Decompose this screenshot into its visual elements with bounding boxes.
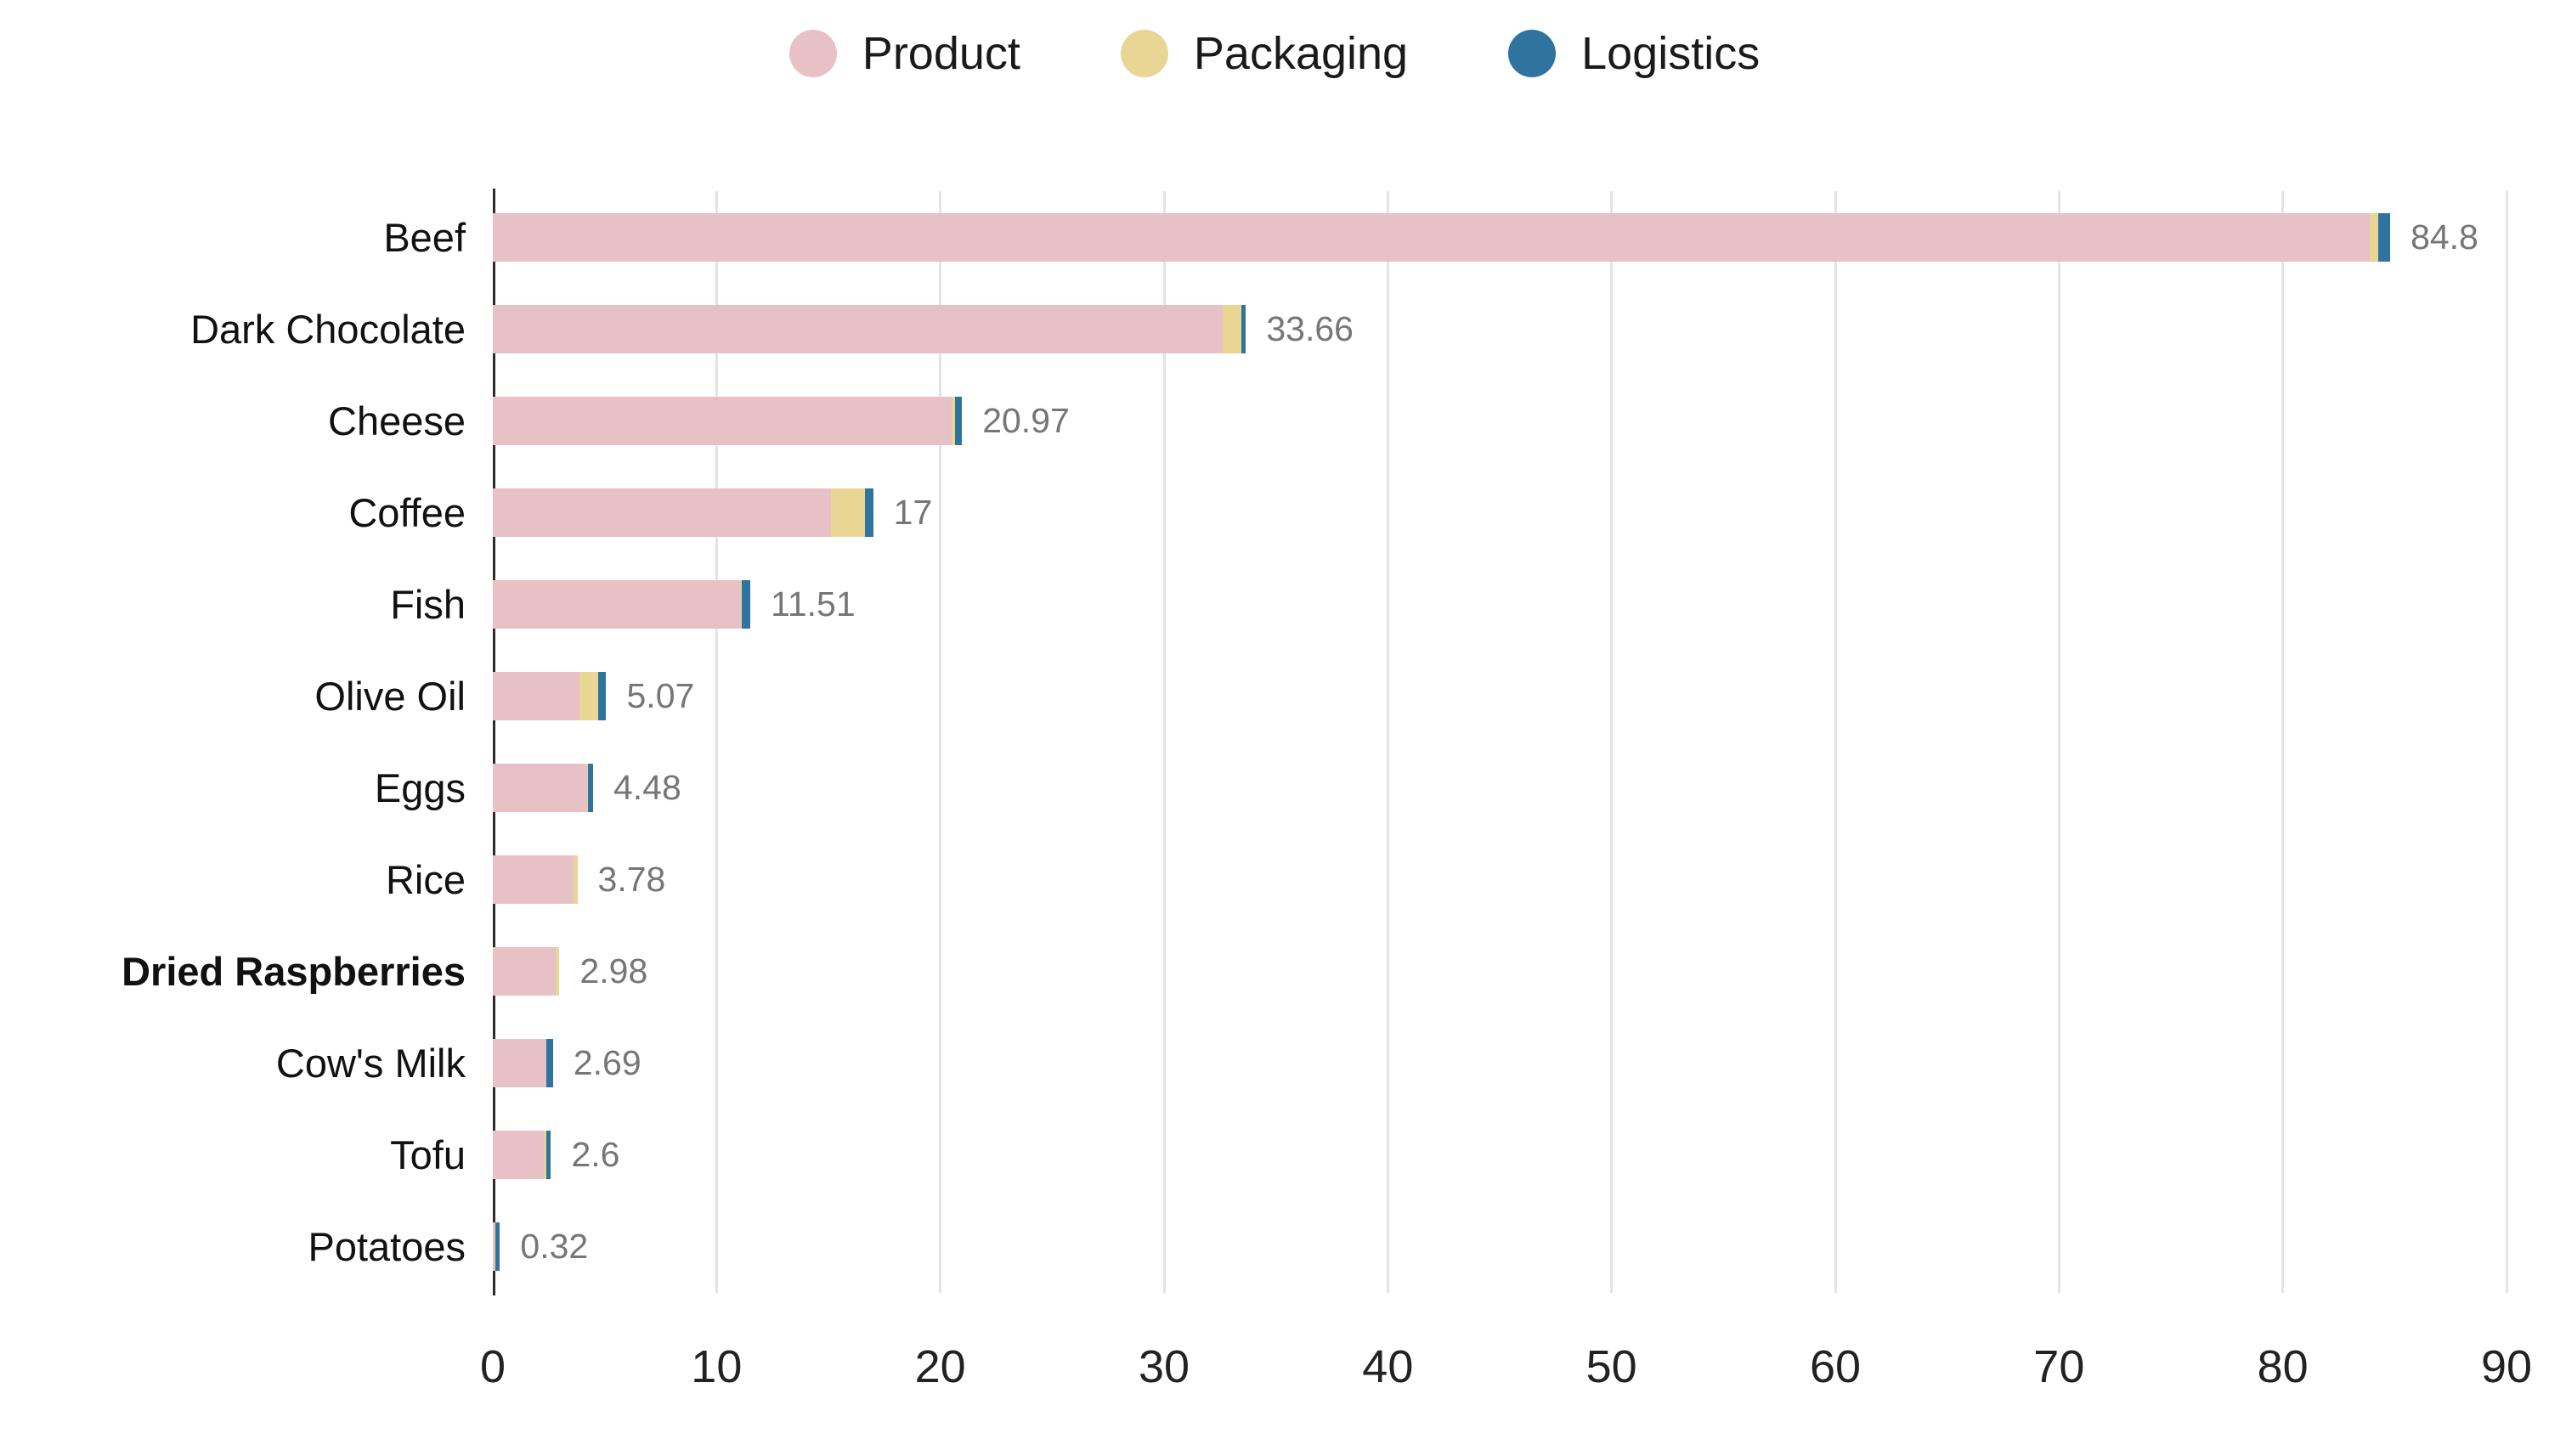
- bar-segment-product-olive-oil: [493, 671, 580, 720]
- value-label-eggs: 4.48: [613, 768, 681, 808]
- gridline-20: [939, 191, 942, 1293]
- gridline-30: [1162, 191, 1166, 1293]
- bar-segment-packaging-olive-oil: [579, 671, 599, 720]
- bar-segment-product-fish: [493, 579, 742, 629]
- bar-segment-packaging-rice: [574, 855, 578, 905]
- bar-segment-packaging-dried-raspberries: [556, 947, 560, 996]
- x-tick-10: 10: [691, 1341, 743, 1392]
- bar-segment-packaging-dark-chocolate: [1222, 304, 1242, 353]
- value-label-potatoes: 0.32: [520, 1227, 589, 1267]
- value-label-fish: 11.51: [771, 584, 856, 624]
- category-label-fish: Fish: [390, 581, 466, 627]
- value-label-beef: 84.8: [2411, 217, 2478, 257]
- chart-legend: Product Packaging Logistics: [0, 27, 2549, 80]
- bar-segment-logistics-coffee: [865, 488, 873, 537]
- category-label-cheese: Cheese: [328, 398, 466, 443]
- bar-segment-logistics-beef: [2378, 212, 2391, 262]
- logistics-legend-marker-icon: [1508, 30, 1557, 77]
- category-label-dark-chocolate: Dark Chocolate: [190, 306, 466, 352]
- category-label-tofu: Tofu: [390, 1132, 466, 1178]
- category-label-dried-raspberries: Dried Raspberries: [122, 949, 466, 995]
- bar-segment-packaging-beef: [2370, 212, 2379, 262]
- packaging-legend-marker-icon: [1120, 30, 1168, 77]
- value-label-rice: 3.78: [597, 860, 666, 900]
- gridline-70: [2057, 191, 2060, 1293]
- x-tick-30: 30: [1138, 1341, 1190, 1392]
- y-axis-line: [493, 189, 495, 1295]
- x-tick-80: 80: [2257, 1341, 2309, 1392]
- bar-segment-logistics-potatoes: [495, 1222, 500, 1272]
- value-label-coffee: 17: [893, 492, 933, 532]
- legend-label-packaging: Packaging: [1193, 28, 1409, 79]
- bar-segment-logistics-eggs: [588, 764, 593, 813]
- bar-segment-packaging-cheese: [951, 396, 956, 445]
- bar-segment-product-eggs: [493, 764, 587, 813]
- category-label-rice: Rice: [385, 857, 466, 903]
- category-axis: Beef Dark Chocolate Cheese Coffee Fish Olive …: [0, 191, 466, 1293]
- plot-area: 84.8 33.66 20.97 17 11.51 5.07 4.48 3.78 2.98 2.6…: [493, 189, 2508, 1295]
- bar-segment-packaging-eggs: [586, 764, 589, 813]
- x-tick-60: 60: [1809, 1341, 1862, 1392]
- bar-segment-product-potatoes: [493, 1222, 495, 1272]
- legend-label-logistics: Logistics: [1581, 28, 1761, 79]
- bar-segment-product-coffee: [493, 488, 831, 537]
- x-axis: 0 10 20 30 40 50 60 70 80 90: [480, 1340, 2532, 1408]
- x-tick-50: 50: [1585, 1341, 1637, 1392]
- bar-segment-product-beef: [493, 212, 2371, 262]
- category-label-cow-s-milk: Cow's Milk: [275, 1041, 466, 1086]
- bar-segment-logistics-dark-chocolate: [1241, 304, 1246, 353]
- value-label-dark-chocolate: 33.66: [1266, 308, 1354, 348]
- value-label-cheese: 20.97: [982, 400, 1070, 440]
- bar-segment-product-tofu: [493, 1131, 544, 1180]
- bar-segment-product-dark-chocolate: [493, 304, 1223, 353]
- bar-segment-logistics-cow-s-milk: [546, 1039, 553, 1088]
- gridline-40: [1386, 191, 1389, 1293]
- gridline-90: [2505, 191, 2508, 1293]
- x-tick-0: 0: [479, 1341, 506, 1392]
- bar-segment-product-cheese: [493, 396, 952, 445]
- legend-label-product: Product: [862, 28, 1020, 79]
- legend-item-packaging[interactable]: Packaging: [1120, 27, 1409, 80]
- gridline-60: [1834, 191, 1837, 1293]
- category-label-potatoes: Potatoes: [308, 1224, 466, 1270]
- bar-segment-product-dried-raspberries: [493, 947, 557, 996]
- bar-segment-logistics-cheese: [955, 396, 963, 445]
- x-tick-70: 70: [2033, 1341, 2085, 1392]
- bar-segment-packaging-coffee: [830, 488, 866, 537]
- value-label-dried-raspberries: 2.98: [579, 951, 648, 991]
- bar-segment-product-rice: [493, 855, 574, 905]
- value-label-olive-oil: 5.07: [626, 675, 695, 715]
- legend-item-logistics[interactable]: Logistics: [1508, 27, 1760, 80]
- gridline-50: [1610, 191, 1614, 1293]
- bar-segment-logistics-fish: [741, 579, 751, 629]
- bar-segment-logistics-tofu: [546, 1131, 551, 1180]
- x-tick-90: 90: [2480, 1341, 2533, 1392]
- legend-item-product[interactable]: Product: [788, 27, 1020, 80]
- bar-segment-product-cow-s-milk: [493, 1039, 546, 1088]
- category-label-coffee: Coffee: [348, 489, 466, 535]
- gridline-80: [2281, 191, 2285, 1293]
- gridline-10: [715, 191, 718, 1293]
- category-label-beef: Beef: [383, 214, 466, 260]
- product-legend-marker-icon: [788, 30, 837, 77]
- value-label-cow-s-milk: 2.69: [573, 1043, 641, 1083]
- x-tick-40: 40: [1362, 1341, 1414, 1392]
- x-tick-20: 20: [914, 1341, 966, 1392]
- bar-segment-packaging-tofu: [543, 1131, 547, 1180]
- value-label-tofu: 2.6: [571, 1135, 620, 1175]
- bar-segment-logistics-olive-oil: [598, 671, 607, 720]
- category-label-eggs: Eggs: [374, 765, 466, 810]
- category-label-olive-oil: Olive Oil: [314, 673, 466, 719]
